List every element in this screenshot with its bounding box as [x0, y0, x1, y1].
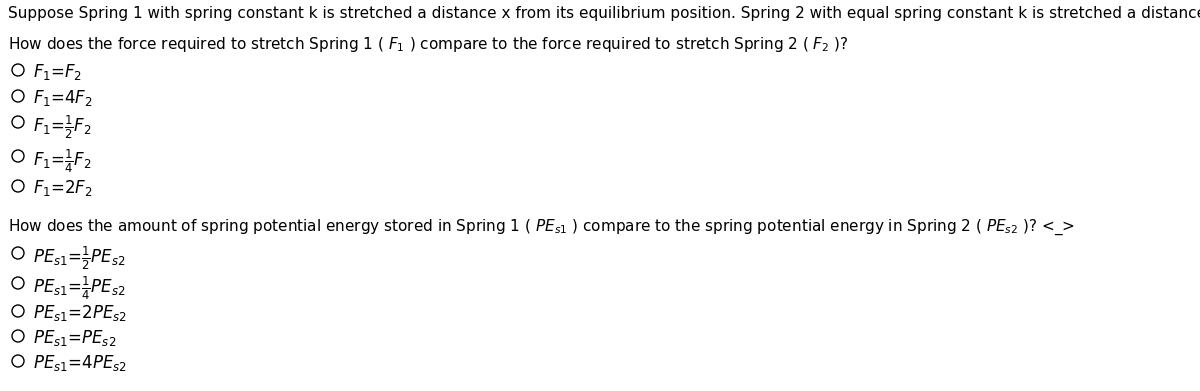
Text: $PE_{s1}$=2$PE_{s2}$: $PE_{s1}$=2$PE_{s2}$	[34, 303, 127, 323]
Text: $PE_{s1}$=$\frac{1}{2}$$PE_{s2}$: $PE_{s1}$=$\frac{1}{2}$$PE_{s2}$	[34, 245, 126, 273]
Text: How does the amount of spring potential energy stored in Spring 1 ( $PE_{s1}$ ) : How does the amount of spring potential …	[8, 218, 1075, 237]
Text: $F_1$=4$F_2$: $F_1$=4$F_2$	[34, 88, 92, 108]
Text: $F_1$=$\frac{1}{2}$$F_2$: $F_1$=$\frac{1}{2}$$F_2$	[34, 114, 91, 142]
Text: $F_1$=2$F_2$: $F_1$=2$F_2$	[34, 178, 92, 198]
Text: How does the force required to stretch Spring 1 ( $F_1$ ) compare to the force r: How does the force required to stretch S…	[8, 35, 848, 54]
Text: $F_1$=$\frac{1}{4}$$F_2$: $F_1$=$\frac{1}{4}$$F_2$	[34, 148, 91, 176]
Text: Suppose Spring 1 with spring constant k is stretched a distance x from its equil: Suppose Spring 1 with spring constant k …	[8, 6, 1200, 21]
Text: $PE_{s1}$=$PE_{s2}$: $PE_{s1}$=$PE_{s2}$	[34, 328, 116, 348]
Text: $F_1$=$F_2$: $F_1$=$F_2$	[34, 62, 83, 82]
Text: $PE_{s1}$=4$PE_{s2}$: $PE_{s1}$=4$PE_{s2}$	[34, 353, 127, 373]
Text: $PE_{s1}$=$\frac{1}{4}$$PE_{s2}$: $PE_{s1}$=$\frac{1}{4}$$PE_{s2}$	[34, 275, 126, 302]
